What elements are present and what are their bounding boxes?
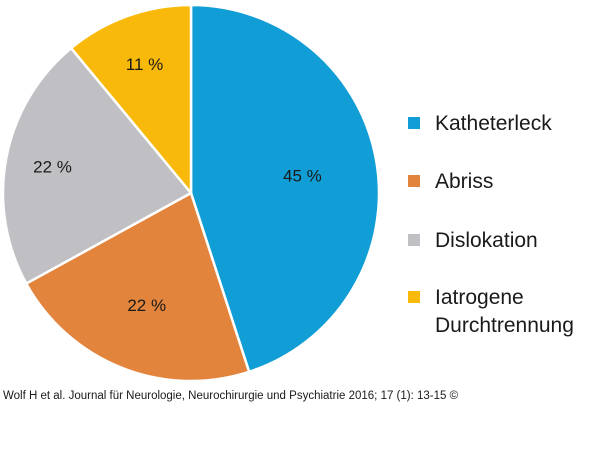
legend-label-3: Dislokation [435,229,538,252]
pie-slice-katheterleck [189,3,381,374]
pie-slice-iatrogene-durchtrennung [69,3,193,195]
pie-slices [1,3,381,383]
slice-label-abriss: 22 % [127,296,166,315]
legend-label-4-line-1: Iatrogene [435,286,524,309]
legend-label-1: Katheterleck [435,112,552,135]
slice-label-dislokation: 22 % [33,158,72,177]
legend-swatch-3 [408,234,420,246]
legend-label-4-line-2: Durchtrennung [435,314,574,337]
legend-swatch-2 [408,175,420,187]
chart-legend: Katheterleck Abriss Dislokation Iatrogene Du… [408,112,574,337]
pie-slice-abriss [25,191,251,383]
pie-chart: 45 % 22 % 22 % 11 % Katheterleck Abriss Dislo… [1,3,574,383]
source-citation: Wolf H et al. Journal für Neurologie, Ne… [3,390,459,402]
legend-label-2: Abriss [435,170,493,193]
pie-slice-labels: 45 % 22 % 22 % 11 % [33,55,322,315]
legend-swatch-1 [408,117,420,129]
slice-label-iatrogene-durchtrennung: 11 % [126,55,164,74]
slice-label-katheterleck: 45 % [283,166,322,185]
legend-swatch-4 [408,291,420,303]
pie-slice-dislokation [1,46,193,285]
